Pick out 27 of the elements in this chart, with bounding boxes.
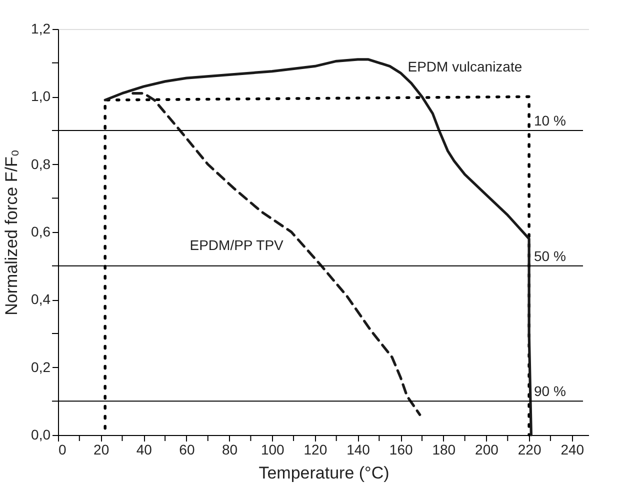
x-tick-label: 40 bbox=[136, 442, 152, 458]
y-tick-label: 0,4 bbox=[31, 291, 51, 308]
x-tick-label: 60 bbox=[179, 442, 195, 458]
x-tick-label: 0 bbox=[58, 442, 66, 458]
y-axis-title: Normalized force F/F₀ bbox=[2, 150, 22, 316]
annotation: 90 % bbox=[534, 383, 566, 400]
x-tick-label: 140 bbox=[346, 442, 370, 458]
series-label: EPDM vulcanizate bbox=[408, 58, 522, 74]
y-tick-label: 0,0 bbox=[31, 426, 51, 442]
y-tick-label: 0,8 bbox=[31, 156, 51, 172]
x-tick-label: 200 bbox=[475, 442, 499, 458]
x-tick-label: 80 bbox=[222, 442, 238, 458]
x-tick-label: 120 bbox=[304, 442, 328, 458]
x-tick-label: 180 bbox=[432, 442, 456, 458]
x-axis-title: Temperature (°C) bbox=[258, 464, 390, 482]
x-tick-label: 20 bbox=[94, 442, 110, 458]
y-tick-label: 1,0 bbox=[31, 88, 51, 104]
series-label: EPDM/PP TPV bbox=[190, 237, 284, 253]
y-tick-label: 0,6 bbox=[31, 224, 51, 240]
x-tick-label: 240 bbox=[560, 442, 584, 458]
x-tick-label: 220 bbox=[518, 442, 542, 458]
annotation: 10 % bbox=[534, 112, 566, 128]
x-tick-label: 100 bbox=[260, 442, 285, 458]
x-tick-label: 160 bbox=[389, 442, 413, 458]
annotation: 50 % bbox=[534, 248, 566, 264]
y-tick-label: 1,2 bbox=[31, 20, 51, 36]
y-tick-label: 0,2 bbox=[31, 358, 51, 375]
